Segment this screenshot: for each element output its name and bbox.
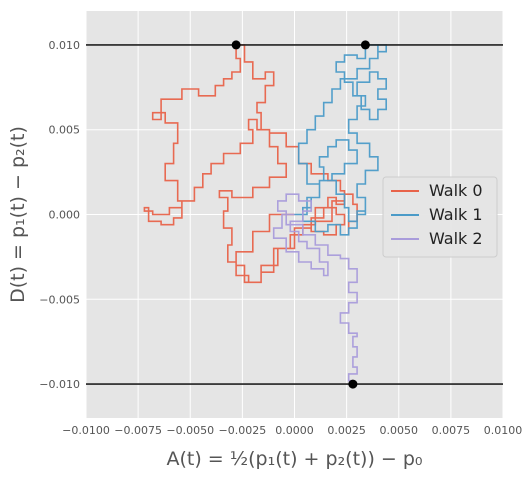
y-axis-label: D(t) = p₁(t) − p₂(t)	[7, 126, 29, 303]
series-line-walk-2	[272, 193, 358, 385]
endpoint-marker-2	[348, 379, 358, 389]
x-tick-label: 0.0100	[484, 424, 523, 437]
x-tick-label: 0.0075	[432, 424, 471, 437]
series-lines	[143, 44, 387, 385]
x-tick-label: −0.0100	[62, 424, 110, 437]
legend-label-0: Walk 0	[429, 181, 483, 200]
x-tick-label: 0.0025	[327, 424, 366, 437]
y-tick-labels: −0.010 −0.005 0.000 0.005 0.010	[39, 39, 80, 391]
series-line-walk-1	[294, 44, 387, 236]
y-tick-label: −0.005	[39, 293, 80, 306]
series-line-walk-0	[143, 44, 358, 284]
legend-label-1: Walk 1	[429, 205, 483, 224]
x-tick-label: 0.0050	[380, 424, 419, 437]
y-tick-label: −0.010	[39, 378, 80, 391]
boundary-lines	[86, 44, 503, 385]
x-tick-labels: −0.0100 −0.0075 −0.0050 −0.0025 0.0000 0.0025…	[62, 424, 522, 437]
endpoint-marker-0	[231, 40, 241, 50]
y-tick-label: 0.010	[49, 39, 81, 52]
legend-box	[382, 176, 498, 258]
legend: Walk 0 Walk 1 Walk 2	[382, 176, 498, 258]
x-tick-label: −0.0050	[166, 424, 214, 437]
x-axis-label: A(t) = ½(p₁(t) + p₂(t)) − p₀	[166, 448, 422, 470]
legend-label-2: Walk 2	[429, 229, 483, 248]
y-tick-label: 0.000	[49, 209, 81, 222]
x-tick-label: −0.0075	[114, 424, 162, 437]
y-tick-label: 0.005	[49, 124, 81, 137]
endpoint-marker-1	[360, 40, 370, 50]
x-tick-label: −0.0025	[219, 424, 267, 437]
walk-endpoints	[231, 40, 370, 389]
x-tick-label: 0.0000	[275, 424, 314, 437]
